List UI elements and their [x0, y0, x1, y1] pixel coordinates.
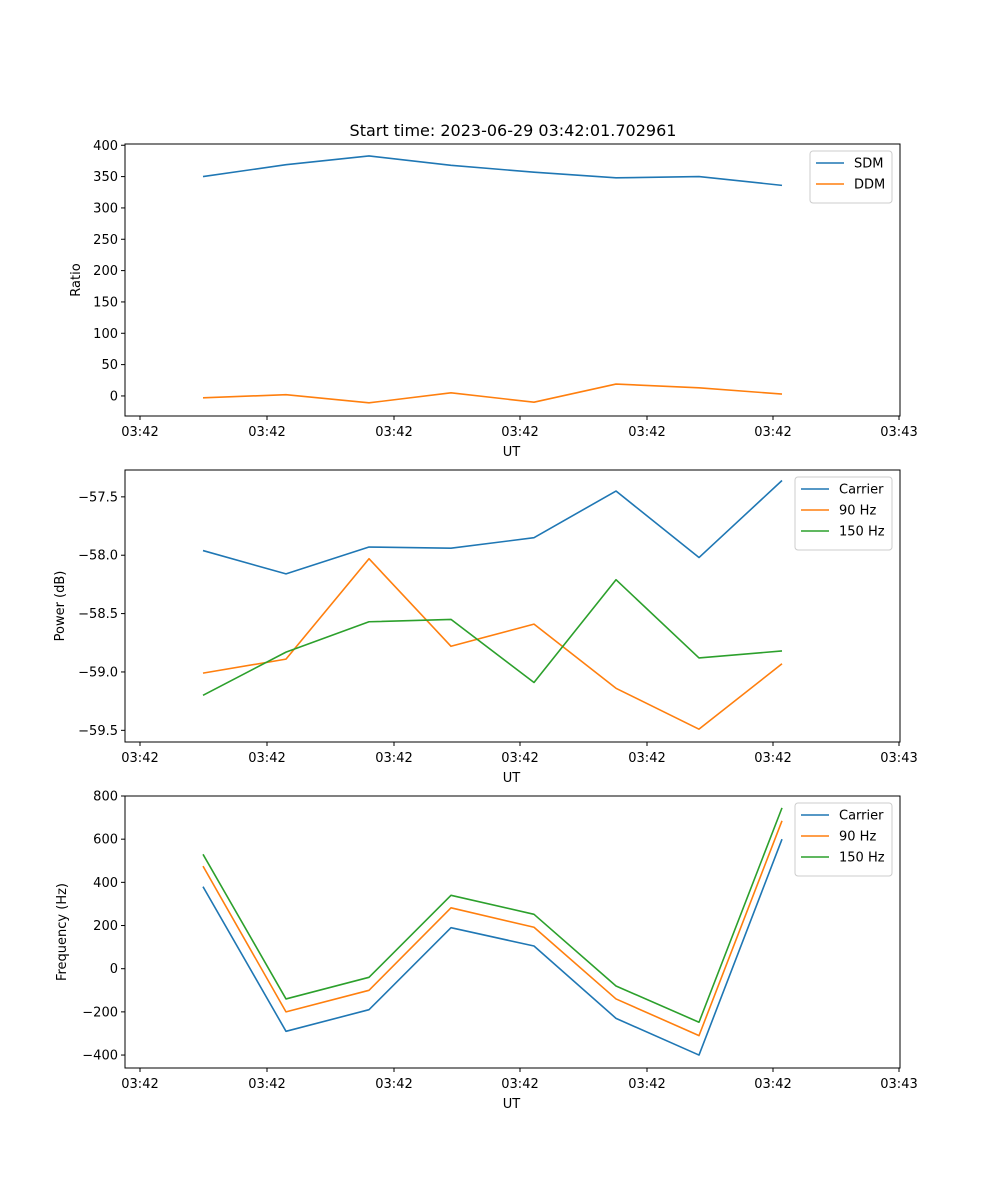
x-tick-label: 03:42 [121, 425, 158, 440]
y-tick-label: −57.5 [78, 490, 118, 505]
x-tick-label: 03:42 [754, 751, 791, 766]
x-tick-label: 03:43 [880, 1077, 917, 1092]
y-tick-label: 0 [110, 962, 118, 977]
panel-3: 03:42 03:42 03:42 03:42 03:42 03:42 03:43 −400 −… [55, 790, 918, 1113]
panel-1: 03:42 03:42 03:42 03:42 03:42 03:42 03:43 0 50 10… [69, 139, 918, 460]
x-tick-label: 03:42 [375, 751, 412, 766]
series-line-150-hz [202, 807, 783, 1024]
legend-label: 150 Hz [839, 525, 885, 540]
y-tick-label: 400 [93, 876, 118, 891]
y-tick-label: 150 [93, 295, 118, 310]
series-line-carrier [202, 838, 783, 1056]
plot-frame [124, 469, 901, 743]
series-line-ddm [202, 383, 783, 404]
x-tick-label: 03:42 [628, 751, 665, 766]
y-tick-label: 200 [93, 919, 118, 934]
x-tick-label: 03:42 [501, 751, 538, 766]
y-tick-label: −58.0 [78, 549, 118, 564]
series-line-150-hz [202, 578, 783, 697]
y-tick-label: 800 [93, 790, 118, 805]
y-tick-label: 350 [93, 170, 118, 185]
x-axis-label: UT [503, 771, 521, 786]
x-tick-label: 03:42 [628, 1077, 665, 1092]
y-tick-label: 600 [93, 833, 118, 848]
x-tick-label: 03:43 [880, 425, 917, 440]
y-tick-label: −58.5 [78, 607, 118, 622]
x-axis-label: UT [503, 1097, 521, 1112]
y-axis-label: Power (dB) [53, 571, 68, 642]
y-tick-label: −59.0 [78, 665, 118, 680]
y-axis-label: Frequency (Hz) [55, 883, 70, 981]
x-tick-label: 03:42 [754, 425, 791, 440]
series-line-sdm [202, 155, 783, 187]
series-line-90-hz [202, 557, 783, 730]
y-tick-label: −400 [82, 1049, 118, 1064]
plot-frame [124, 143, 901, 417]
x-tick-label: 03:42 [248, 751, 285, 766]
x-tick-label: 03:43 [880, 751, 917, 766]
legend-label: 90 Hz [839, 504, 876, 519]
x-tick-label: 03:42 [121, 751, 158, 766]
x-tick-label: 03:42 [628, 425, 665, 440]
x-axis-label: UT [503, 445, 521, 460]
series-line-90-hz [202, 820, 783, 1037]
x-tick-label: 03:42 [375, 425, 412, 440]
figure-title: Start time: 2023-06-29 03:42:01.702961 [350, 121, 677, 140]
x-tick-label: 03:42 [248, 425, 285, 440]
legend-label: 90 Hz [839, 830, 876, 845]
legend-label: DDM [854, 178, 885, 193]
y-tick-label: 300 [93, 201, 118, 216]
y-tick-label: 250 [93, 233, 118, 248]
panel-2: 03:42 03:42 03:42 03:42 03:42 03:42 03:43 −59.5… [53, 469, 918, 786]
y-tick-label: 50 [101, 358, 118, 373]
series-line-carrier [202, 479, 783, 575]
x-tick-label: 03:42 [501, 425, 538, 440]
y-tick-label: 200 [93, 264, 118, 279]
legend-label: SDM [854, 157, 883, 172]
legend-label: Carrier [839, 483, 884, 498]
y-tick-label: 400 [93, 139, 118, 154]
x-tick-label: 03:42 [501, 1077, 538, 1092]
x-tick-label: 03:42 [754, 1077, 791, 1092]
panels: 03:42 03:42 03:42 03:42 03:42 03:42 03:43 0 50 10… [53, 139, 918, 1112]
x-tick-label: 03:42 [375, 1077, 412, 1092]
x-tick-label: 03:42 [248, 1077, 285, 1092]
y-tick-label: 0 [110, 389, 118, 404]
y-tick-label: −200 [82, 1005, 118, 1020]
legend-label: Carrier [839, 809, 884, 824]
y-tick-label: −59.5 [78, 724, 118, 739]
legend-box [809, 150, 893, 204]
y-tick-label: 100 [93, 327, 118, 342]
legend-label: 150 Hz [839, 851, 885, 866]
plot-frame [124, 795, 901, 1069]
y-axis-label: Ratio [69, 263, 84, 296]
x-tick-label: 03:42 [121, 1077, 158, 1092]
